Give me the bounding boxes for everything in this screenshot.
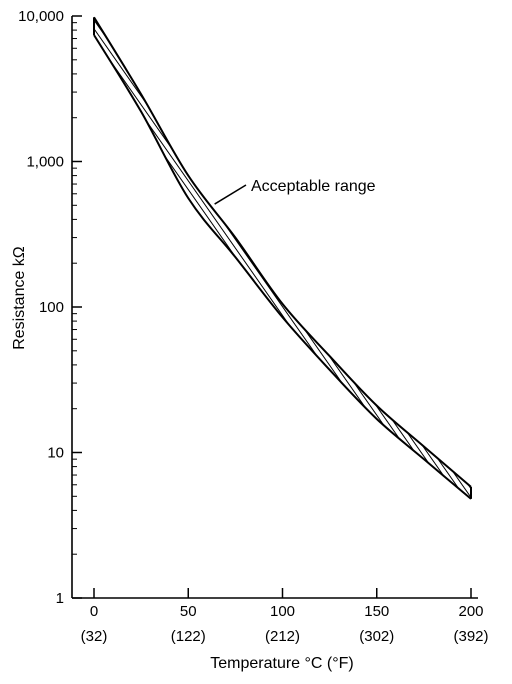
x-tick-sublabel: (32) xyxy=(81,628,108,645)
x-tick-sublabel: (122) xyxy=(171,628,206,645)
x-tick-label: 150 xyxy=(364,603,389,620)
y-tick-label: 1,000 xyxy=(26,154,64,171)
x-tick-sublabel: (392) xyxy=(453,628,488,645)
acceptable-range-lower-line xyxy=(93,34,472,500)
y-major-ticks: 1 10 100 1,000 10,000 xyxy=(18,8,82,607)
x-tick-label: 100 xyxy=(270,603,295,620)
x-tick-sublabel: (302) xyxy=(359,628,394,645)
annotation-leader-line xyxy=(214,184,247,205)
acceptable-range-band-fill xyxy=(94,17,471,499)
x-tick-label: 50 xyxy=(180,603,197,620)
x-axis-title: Temperature °C (°F) xyxy=(210,655,354,672)
acceptable-range-upper-line xyxy=(93,16,472,488)
y-minor-ticks xyxy=(72,22,77,555)
y-tick-label: 1 xyxy=(56,590,64,607)
x-tick-sublabel: (212) xyxy=(265,628,300,645)
x-tick-label: 200 xyxy=(458,603,483,620)
annotation-label: Acceptable range xyxy=(251,178,376,195)
y-tick-label: 10 xyxy=(47,445,64,462)
annotation: Acceptable range xyxy=(214,178,376,205)
acceptable-range-band xyxy=(93,16,472,500)
x-ticks: 0 (32) 50 (122) 100 (212) 150 (302) 200 (392) xyxy=(81,588,489,645)
y-tick-label: 10,000 xyxy=(18,8,64,25)
y-axis-title: Resistance kΩ xyxy=(11,246,28,350)
y-tick-label: 100 xyxy=(39,299,64,316)
x-tick-label: 0 xyxy=(90,603,98,620)
